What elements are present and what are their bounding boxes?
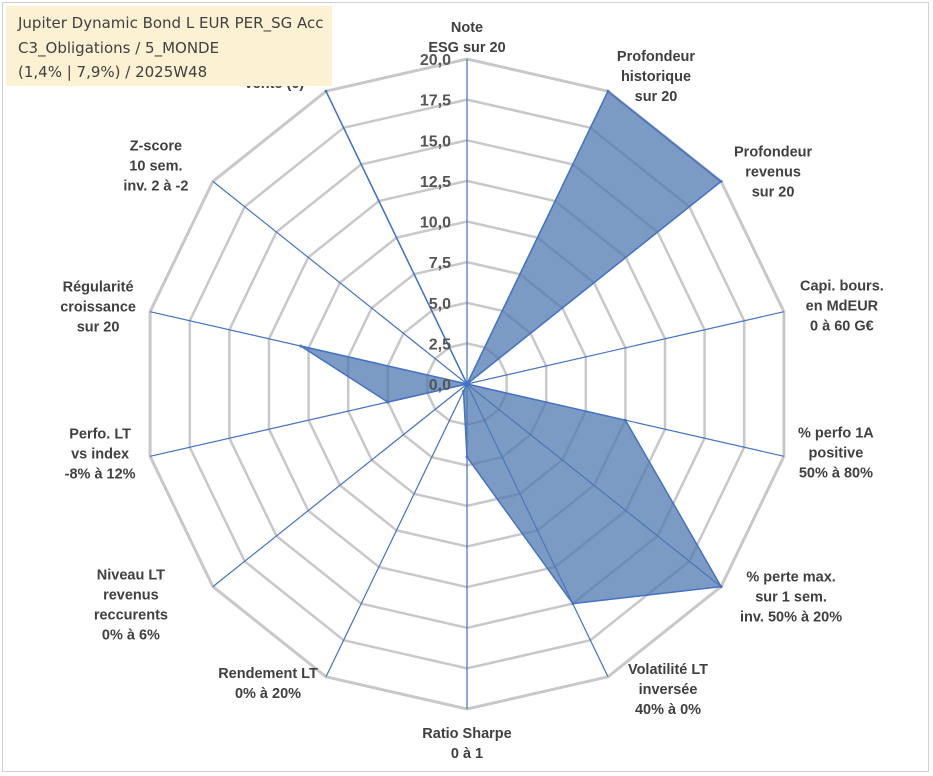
chart-subtitle-category: C3_Obligations / 5_MONDE [18, 39, 220, 57]
axis-label-7: Volatilité LT inversée 40% à 0% [628, 662, 708, 718]
tick-label: 0,0 [429, 377, 451, 394]
axis-label-6: % perte max. sur 1 sem. inv. 50% à 20% [740, 570, 842, 626]
axis-label-8: Ratio Sharpe 0 à 1 [422, 726, 511, 762]
data-point-3 [719, 179, 723, 183]
axis-label-2: Profondeur historique sur 20 [617, 49, 695, 105]
series-layer [299, 89, 723, 606]
data-point-7 [571, 602, 575, 606]
series-area [299, 90, 722, 605]
tick-label: 2,5 [429, 336, 451, 353]
tick-label: 5,0 [429, 296, 451, 313]
data-point-8 [465, 455, 469, 459]
data-point-11 [386, 400, 390, 404]
axis-spoke-13 [212, 180, 468, 385]
axis-label-9: Rendement LT 0% à 20% [218, 666, 318, 702]
tick-label: 7,5 [429, 255, 451, 272]
data-point-2 [606, 89, 610, 93]
axis-label-11: Perfo. LT vs index -8% à 12% [65, 426, 136, 482]
data-point-6 [719, 585, 723, 589]
axis-label-3: Profondeur revenus sur 20 [734, 144, 812, 200]
axis-label-12: Régularité croissance sur 20 [60, 280, 136, 336]
axis-spoke-10 [212, 383, 468, 588]
axis-spoke-4 [466, 311, 785, 385]
axis-label-13: Z-score 10 sem. inv. 2 à -2 [123, 138, 188, 194]
data-point-13 [465, 382, 469, 386]
data-point-14 [324, 89, 328, 93]
tick-label: 20,0 [420, 52, 451, 69]
tick-label: 17,5 [420, 93, 451, 110]
tick-label: 10,0 [420, 215, 451, 232]
data-point-5 [623, 418, 627, 422]
chart-title-box: Jupiter Dynamic Bond L EUR PER_SG Acc C3… [6, 6, 332, 86]
axis-spoke-9 [325, 383, 468, 678]
axis-label-5: % perfo 1A positive 50% à 80% [798, 425, 874, 481]
data-point-9 [462, 389, 465, 393]
tick-label: 15,0 [420, 133, 451, 150]
tick-layer: 0,0 2,5 5,0 7,5 10,0 12,5 15,0 17,5 20,0 [420, 52, 451, 394]
chart-subtitle-stats: (1,4% | 7,9%) / 2025W48 [18, 63, 208, 81]
data-point-12 [299, 344, 303, 348]
axis-label-4: Capi. bours. en MdEUR 0 à 60 G€ [800, 279, 884, 335]
chart-title: Jupiter Dynamic Bond L EUR PER_SG Acc [18, 14, 324, 32]
axis-label-1: Note ESG sur 20 [428, 20, 505, 56]
tick-label: 12,5 [420, 174, 451, 191]
axis-label-10: Niveau LT revenus reccurents 0% à 6% [94, 568, 168, 644]
